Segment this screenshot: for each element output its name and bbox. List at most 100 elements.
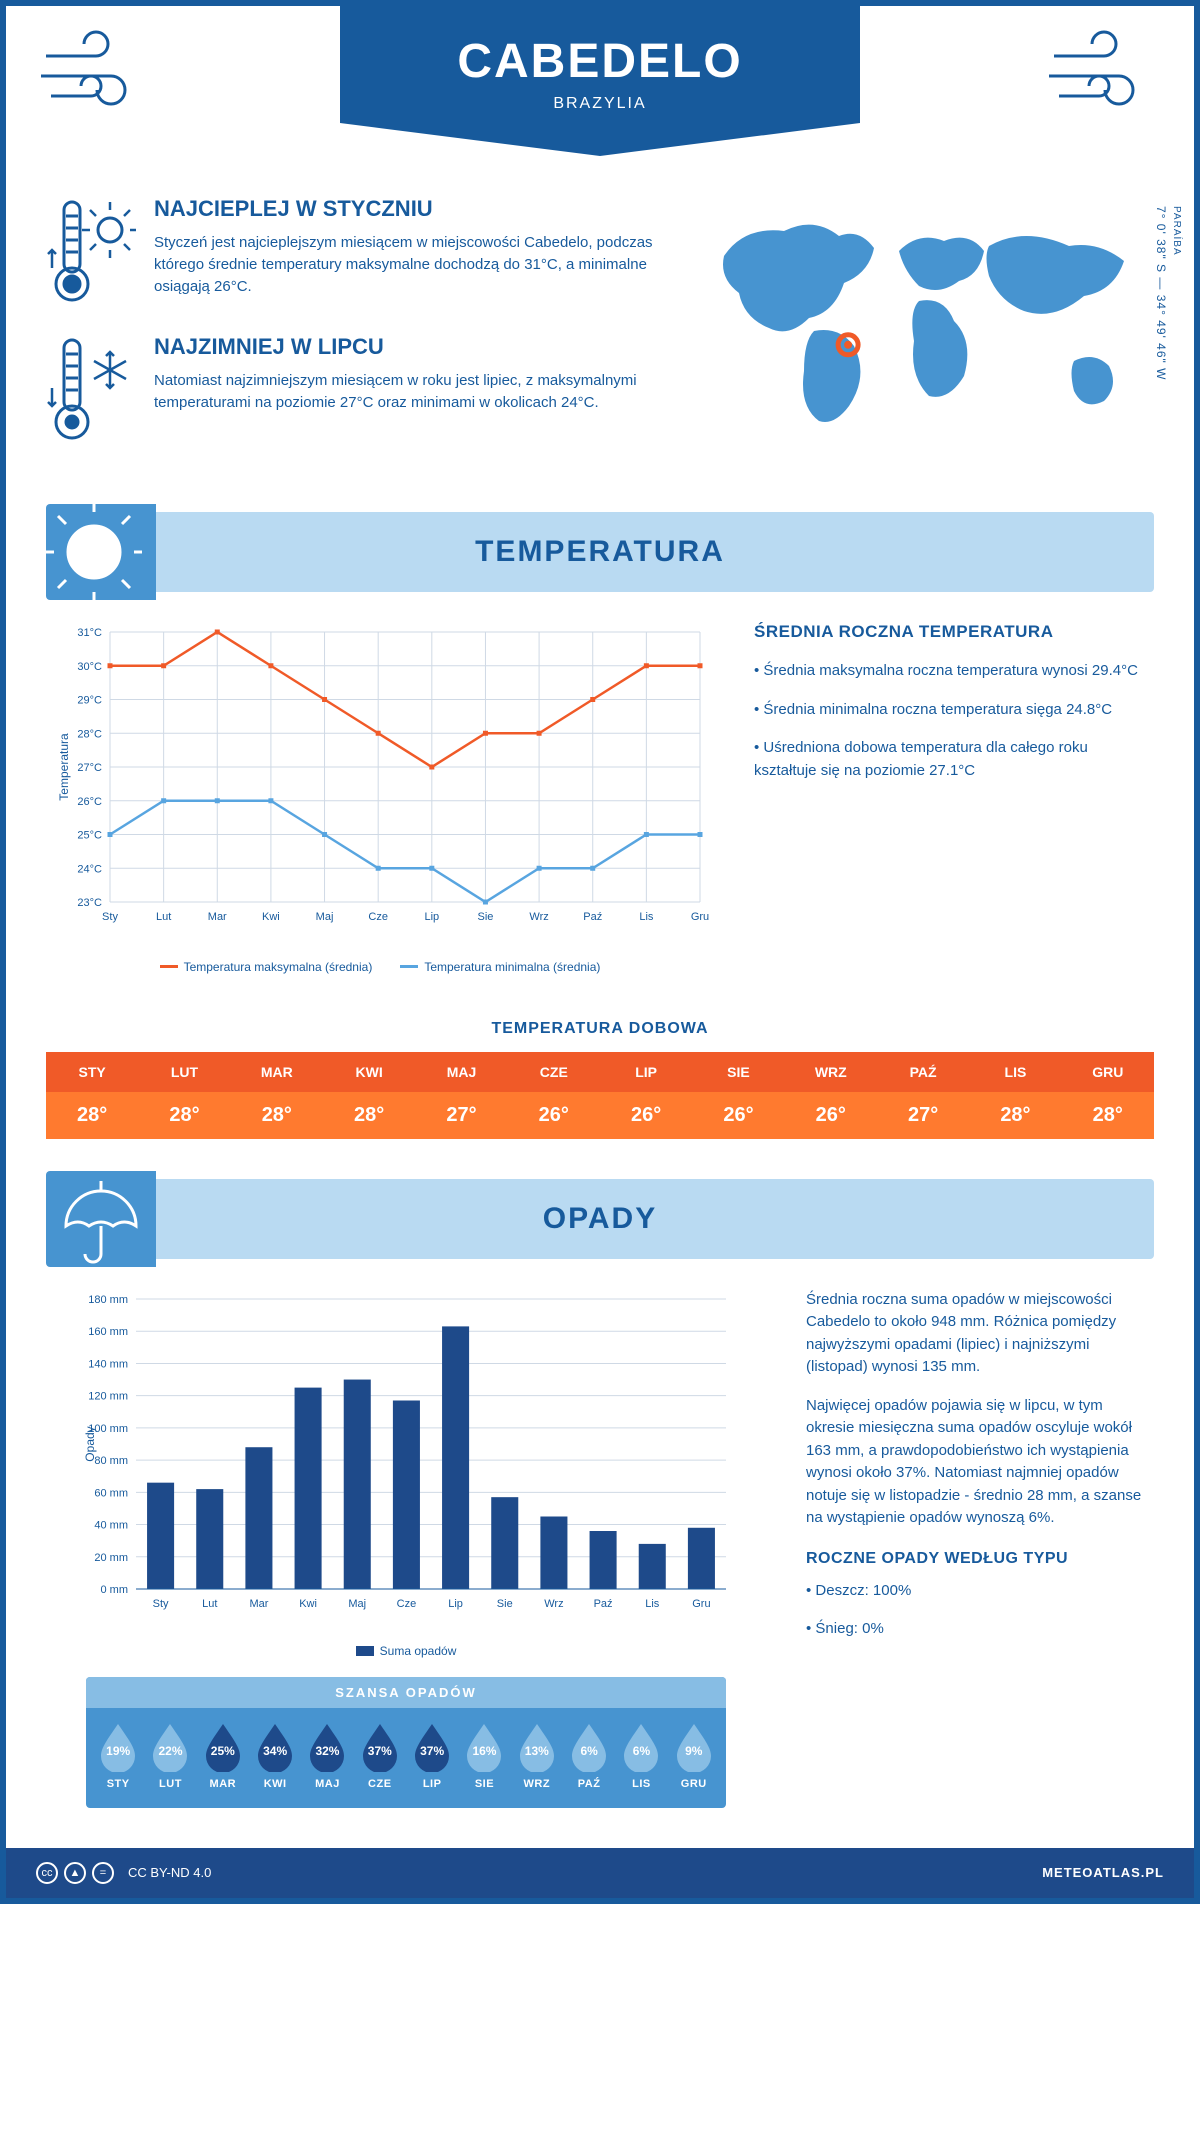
chart-legend: Suma opadów xyxy=(46,1644,766,1659)
legend-item: Temperatura maksymalna (średnia) xyxy=(160,960,373,974)
svg-text:Lip: Lip xyxy=(448,1598,463,1610)
table-header-cell: MAR xyxy=(231,1052,323,1092)
svg-text:60 mm: 60 mm xyxy=(94,1487,128,1499)
world-map: 7° 0' 38" S — 34° 49' 46" W PARAÍBA xyxy=(694,196,1154,472)
table-cell: 26° xyxy=(692,1092,784,1139)
svg-text:Paź: Paź xyxy=(594,1598,613,1610)
svg-text:28°C: 28°C xyxy=(77,728,102,740)
region-label: PARAÍBA xyxy=(1171,206,1182,256)
summary-bullet: • Średnia minimalna roczna temperatura s… xyxy=(754,699,1154,722)
svg-text:Cze: Cze xyxy=(397,1598,417,1610)
license-block: cc ▲ = CC BY-ND 4.0 xyxy=(36,1862,211,1884)
summary-bullet: • Uśredniona dobowa temperatura dla całe… xyxy=(754,737,1154,782)
svg-text:Lis: Lis xyxy=(645,1598,660,1610)
wind-icon xyxy=(1044,26,1164,126)
svg-text:Sty: Sty xyxy=(153,1598,169,1610)
table-header-cell: SIE xyxy=(692,1052,784,1092)
precip-text-1: Średnia roczna suma opadów w miejscowośc… xyxy=(806,1289,1154,1379)
table-header-cell: PAŹ xyxy=(877,1052,969,1092)
legend-label: Suma opadów xyxy=(380,1644,457,1658)
precip-type-title: ROCZNE OPADY WEDŁUG TYPU xyxy=(806,1550,1154,1568)
table-header-cell: LIS xyxy=(969,1052,1061,1092)
table-cell: 28° xyxy=(969,1092,1061,1139)
nd-icon: = xyxy=(92,1862,114,1884)
precip-type-item: • Śnieg: 0% xyxy=(806,1618,1154,1641)
svg-text:20 mm: 20 mm xyxy=(94,1551,128,1563)
coldest-block: NAJZIMNIEJ W LIPCU Natomiast najzimniejs… xyxy=(46,334,664,444)
svg-text:Sie: Sie xyxy=(478,911,494,923)
svg-text:180 mm: 180 mm xyxy=(88,1294,128,1306)
chart-legend: Temperatura maksymalna (średnia) Temperat… xyxy=(46,957,714,974)
svg-text:25°C: 25°C xyxy=(77,830,102,842)
svg-text:140 mm: 140 mm xyxy=(88,1358,128,1370)
summary-title: ŚREDNIA ROCZNA TEMPERATURA xyxy=(754,622,1154,642)
precipitation-summary: Średnia roczna suma opadów w miejscowośc… xyxy=(806,1289,1154,1808)
svg-text:80 mm: 80 mm xyxy=(94,1455,128,1467)
svg-text:Paź: Paź xyxy=(583,911,602,923)
table-cell: 28° xyxy=(138,1092,230,1139)
svg-text:Kwi: Kwi xyxy=(262,911,280,923)
precipitation-bar-chart: 0 mm20 mm40 mm60 mm80 mm100 mm120 mm140 … xyxy=(46,1289,766,1659)
temperature-section-header: TEMPERATURA xyxy=(46,512,1154,592)
chance-drop: 37%CZE xyxy=(355,1722,405,1790)
table-cell: 28° xyxy=(1062,1092,1154,1139)
chance-drop: 34%KWI xyxy=(250,1722,300,1790)
table-cell: 28° xyxy=(46,1092,138,1139)
svg-text:27°C: 27°C xyxy=(77,762,102,774)
summary-bullet: • Średnia maksymalna roczna temperatura … xyxy=(754,660,1154,683)
umbrella-icon xyxy=(46,1171,156,1267)
table-cell: 26° xyxy=(600,1092,692,1139)
precip-type-item: • Deszcz: 100% xyxy=(806,1580,1154,1603)
precipitation-chance-box: SZANSA OPADÓW 19%STY22%LUT25%MAR34%KWI32… xyxy=(86,1677,726,1808)
svg-text:Lut: Lut xyxy=(156,911,171,923)
chance-drop: 13%WRZ xyxy=(512,1722,562,1790)
chance-drop: 6%PAŹ xyxy=(564,1722,614,1790)
svg-text:Opady: Opady xyxy=(83,1426,97,1461)
svg-text:31°C: 31°C xyxy=(77,627,102,639)
svg-text:29°C: 29°C xyxy=(77,695,102,707)
chance-drop: 16%SIE xyxy=(459,1722,509,1790)
chance-drop: 25%MAR xyxy=(198,1722,248,1790)
table-header-cell: LIP xyxy=(600,1052,692,1092)
svg-text:Wrz: Wrz xyxy=(529,911,548,923)
chance-drop: 19%STY xyxy=(93,1722,143,1790)
svg-text:Wrz: Wrz xyxy=(544,1598,563,1610)
precip-text-2: Najwięcej opadów pojawia się w lipcu, w … xyxy=(806,1395,1154,1530)
daily-temp-title: TEMPERATURA DOBOWA xyxy=(6,1020,1194,1038)
legend-item: Temperatura minimalna (średnia) xyxy=(400,960,600,974)
svg-text:Lip: Lip xyxy=(424,911,439,923)
svg-text:120 mm: 120 mm xyxy=(88,1390,128,1402)
table-header-cell: LUT xyxy=(138,1052,230,1092)
table-cell: 27° xyxy=(415,1092,507,1139)
chance-drop: 6%LIS xyxy=(616,1722,666,1790)
section-title: OPADY xyxy=(46,1179,1154,1259)
table-cell: 26° xyxy=(508,1092,600,1139)
svg-text:Kwi: Kwi xyxy=(299,1598,317,1610)
temperature-line-chart: 23°C24°C25°C26°C27°C28°C29°C30°C31°CStyL… xyxy=(46,622,714,974)
svg-text:26°C: 26°C xyxy=(77,796,102,808)
chance-drop: 37%LIP xyxy=(407,1722,457,1790)
svg-text:Mar: Mar xyxy=(249,1598,268,1610)
svg-text:Lis: Lis xyxy=(639,911,654,923)
table-header-cell: WRZ xyxy=(785,1052,877,1092)
warmest-text: Styczeń jest najcieplejszym miesiącem w … xyxy=(154,232,664,297)
svg-text:30°C: 30°C xyxy=(77,661,102,673)
svg-text:Temperatura: Temperatura xyxy=(57,733,71,801)
svg-text:Maj: Maj xyxy=(348,1598,366,1610)
table-cell: 27° xyxy=(877,1092,969,1139)
warmest-block: NAJCIEPLEJ W STYCZNIU Styczeń jest najci… xyxy=(46,196,664,306)
country-name: BRAZYLIA xyxy=(340,95,860,113)
svg-text:Lut: Lut xyxy=(202,1598,217,1610)
wind-icon xyxy=(36,26,156,126)
city-name: CABEDELO xyxy=(340,34,860,89)
table-header-cell: CZE xyxy=(508,1052,600,1092)
table-header-cell: STY xyxy=(46,1052,138,1092)
header: CABEDELO BRAZYLIA xyxy=(6,6,1194,176)
cc-icon: cc xyxy=(36,1862,58,1884)
chance-drop: 32%MAJ xyxy=(302,1722,352,1790)
thermometer-snow-icon xyxy=(46,334,136,444)
svg-text:Mar: Mar xyxy=(208,911,227,923)
svg-text:Maj: Maj xyxy=(316,911,334,923)
coldest-text: Natomiast najzimniejszym miesiącem w rok… xyxy=(154,370,664,414)
precipitation-section-header: OPADY xyxy=(46,1179,1154,1259)
